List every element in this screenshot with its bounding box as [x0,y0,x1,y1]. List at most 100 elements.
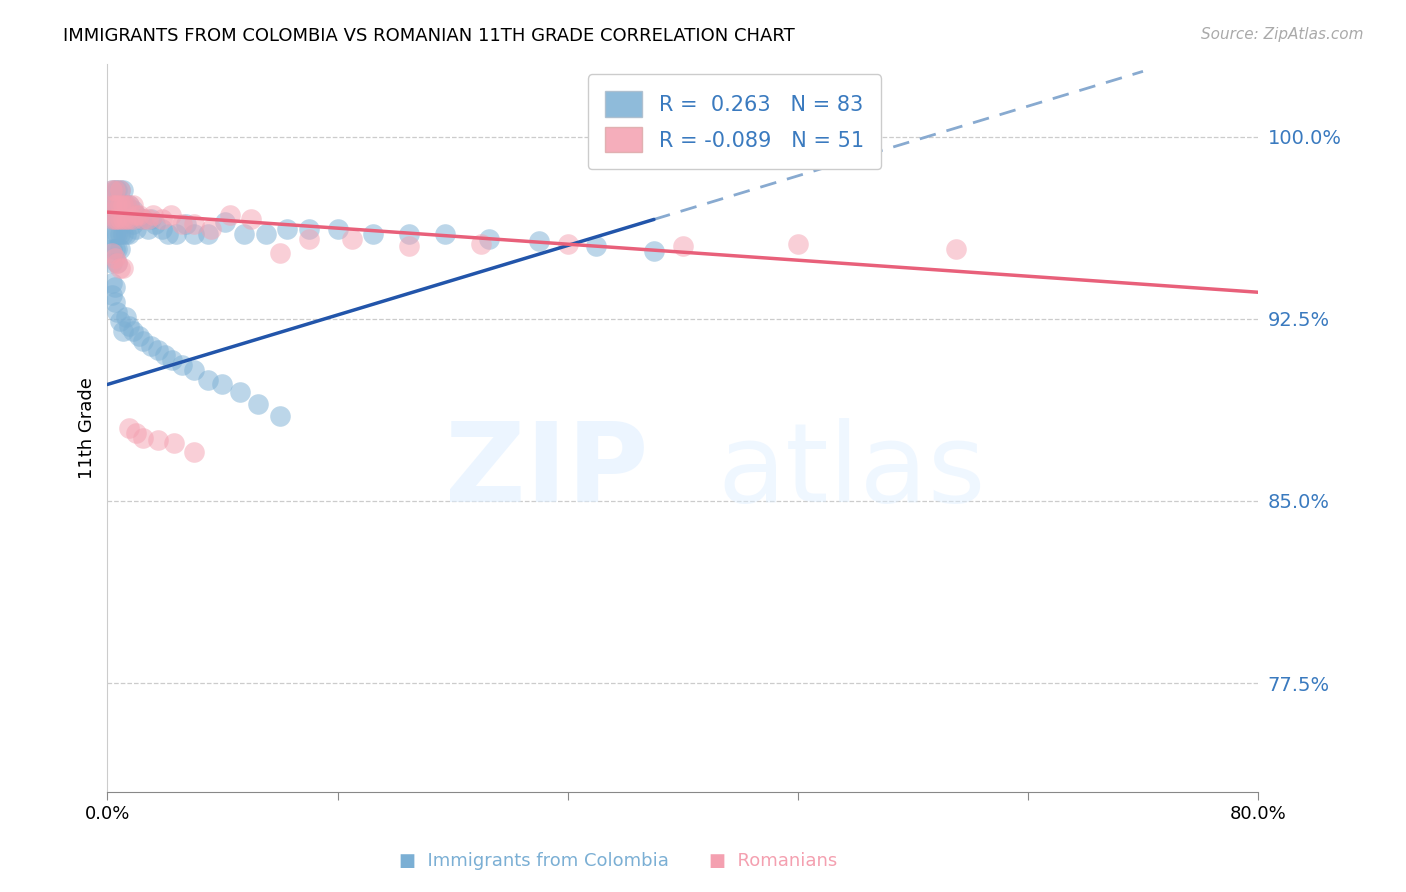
Point [118,319,141,334]
Point [146,343,169,358]
Point [165,227,187,241]
Point [107,256,129,270]
Point [128,212,150,227]
Point [162,435,184,450]
Point [112,324,135,338]
Point [115,198,138,212]
Point [100,242,122,256]
Point [118,227,141,241]
Point [128,208,150,222]
Point [172,217,194,231]
Point [211,377,233,392]
Point [110,198,132,212]
Text: ■  Romanians: ■ Romanians [709,852,838,870]
Text: IMMIGRANTS FROM COLOMBIA VS ROMANIAN 11TH GRADE CORRELATION CHART: IMMIGRANTS FROM COLOMBIA VS ROMANIAN 11T… [63,27,794,45]
Point [110,227,132,241]
Point [672,239,695,253]
Point [139,212,162,227]
Point [103,198,125,212]
Point [136,212,159,227]
Point [132,431,155,445]
Point [176,217,198,231]
Point [110,242,132,256]
Point [118,421,141,435]
Point [118,212,141,227]
Point [247,397,270,411]
Point [557,236,579,251]
Point [103,252,125,266]
Point [139,338,162,352]
Point [197,227,219,241]
Point [100,256,122,270]
Point [110,183,132,197]
Point [340,232,363,246]
Point [269,246,291,260]
Point [103,280,125,294]
Point [100,212,122,227]
Point [142,208,165,222]
Point [240,212,263,227]
Point [122,324,145,338]
Point [100,276,122,290]
Point [107,227,129,241]
Point [326,222,349,236]
Text: ZIP: ZIP [444,418,648,525]
Text: ■  Immigrants from Colombia: ■ Immigrants from Colombia [399,852,669,870]
Point [132,212,155,227]
Point [115,212,138,227]
Point [125,222,148,236]
Point [112,260,135,275]
Point [103,198,125,212]
Point [122,198,145,212]
Point [183,227,205,241]
Point [110,212,132,227]
Point [118,198,141,212]
Point [110,260,132,275]
Point [298,222,321,236]
Point [122,217,145,231]
Point [143,217,166,231]
Point [132,334,155,348]
Point [112,212,135,227]
Point [298,232,321,246]
Point [200,222,222,236]
Point [103,183,125,197]
Point [233,227,256,241]
Point [103,242,125,256]
Point [107,256,129,270]
Point [100,246,122,260]
Point [112,198,135,212]
Point [527,234,550,248]
Point [197,373,219,387]
Point [132,212,155,227]
Point [100,287,122,301]
Point [228,384,250,399]
Point [146,434,169,448]
Point [398,227,420,241]
Point [136,222,159,236]
Point [110,314,132,328]
Legend: R =  0.263   N = 83, R = -0.089   N = 51: R = 0.263 N = 83, R = -0.089 N = 51 [588,74,880,169]
Point [103,295,125,310]
Point [110,198,132,212]
Point [434,227,457,241]
Point [103,183,125,197]
Text: Source: ZipAtlas.com: Source: ZipAtlas.com [1201,27,1364,42]
Text: atlas: atlas [717,418,986,525]
Point [100,198,122,212]
Point [156,227,179,241]
Point [112,227,135,241]
Point [122,212,145,227]
Point [103,212,125,227]
Point [470,236,492,251]
Point [153,348,176,362]
Point [103,212,125,227]
Point [183,217,205,231]
Point [150,222,173,236]
Point [100,227,122,241]
Point [107,212,129,227]
Point [585,239,607,253]
Point [254,227,277,241]
Point [183,363,205,377]
Point [160,353,183,368]
